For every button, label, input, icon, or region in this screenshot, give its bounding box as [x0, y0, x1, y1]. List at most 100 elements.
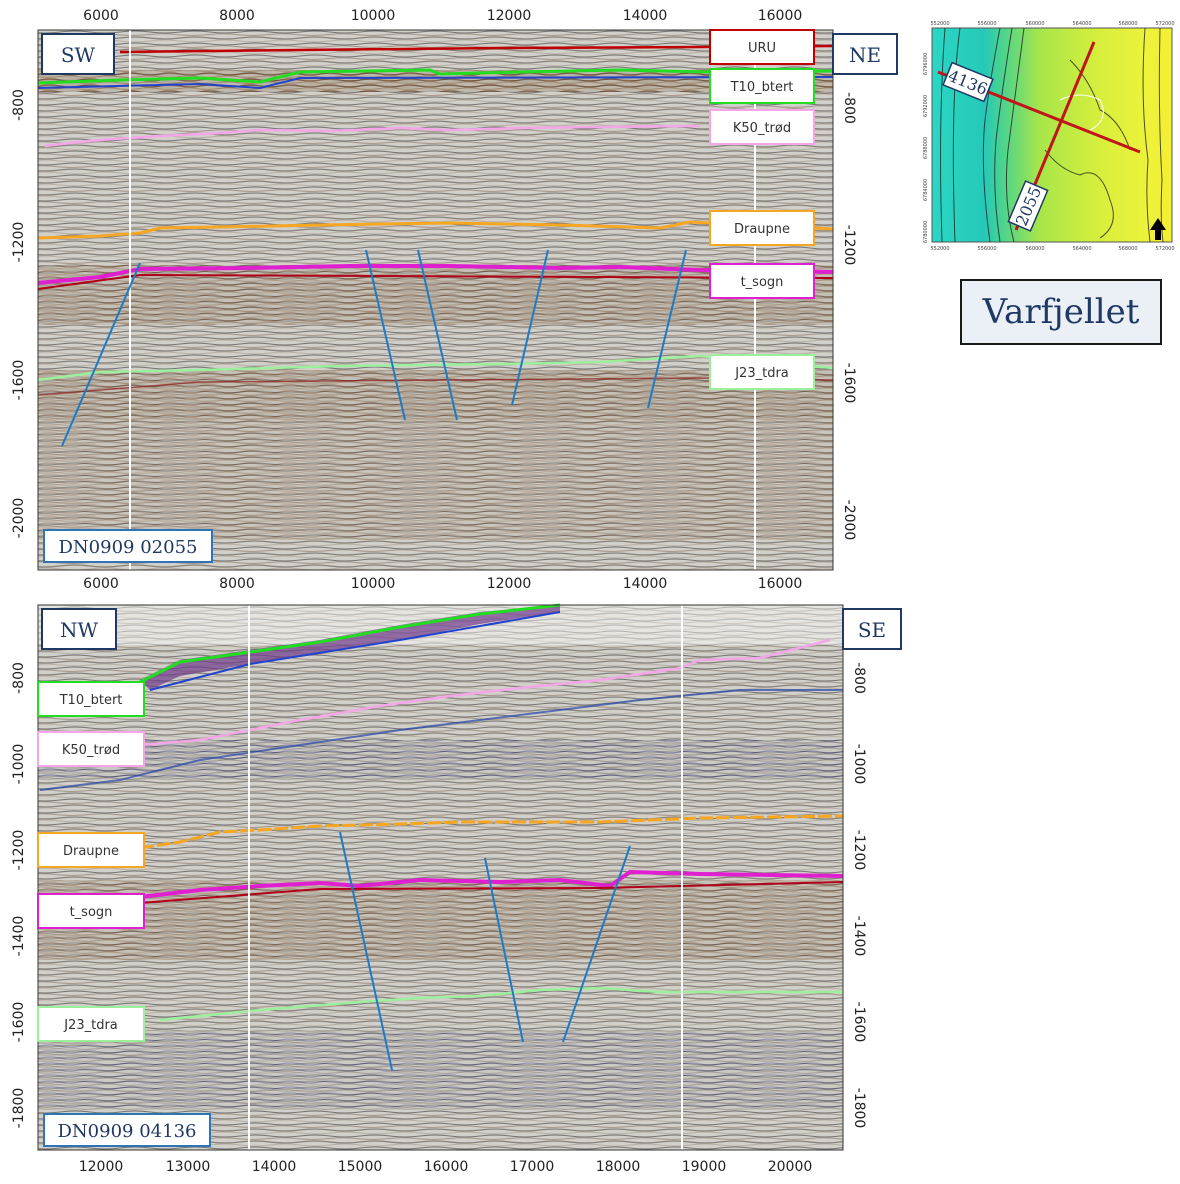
- horizon-label-uru: URU: [748, 41, 776, 56]
- tick-label: -1600: [851, 1002, 867, 1043]
- location-map: 4136 2055 552000 556000 560000 564000 56…: [918, 18, 1180, 254]
- svg-text:6792000: 6792000: [923, 95, 929, 117]
- svg-text:552000: 552000: [930, 21, 949, 27]
- horizon-label-tsogn: t_sogn: [741, 275, 784, 290]
- direction-label-sw: SW: [61, 43, 96, 67]
- svg-text:552000: 552000: [930, 246, 949, 252]
- tick-label: 10000: [351, 8, 396, 24]
- horizon-label-t10: T10_btert: [59, 693, 123, 708]
- tick-label: -2000: [841, 500, 857, 541]
- tick-label: 19000: [682, 1159, 727, 1175]
- horizon-label-j23: J23_tdra: [63, 1018, 118, 1033]
- field-title-box: Varfjellet: [960, 279, 1162, 345]
- horizon-t10-bottom: [139, 603, 561, 684]
- tick-label: 16000: [424, 1159, 469, 1175]
- tick-label: 6000: [83, 8, 119, 24]
- field-title: Varfjellet: [982, 292, 1140, 332]
- tick-label: -800: [841, 92, 857, 124]
- svg-text:560000: 560000: [1025, 21, 1044, 27]
- tick-label: 12000: [79, 1159, 124, 1175]
- svg-text:6784000: 6784000: [923, 179, 929, 201]
- tick-label: -1200: [11, 222, 27, 263]
- tick-label: -1200: [851, 830, 867, 871]
- y-axis-right-panel-top: -800 -1200 -1600 -2000: [841, 92, 857, 540]
- tick-label: -1800: [851, 1088, 867, 1129]
- horizon-legend-bottom: T10_btert K50_trød Draupne t_sogn J23_td…: [37, 681, 145, 1042]
- tick-label: -1600: [11, 360, 27, 401]
- line-id-box-top: [43, 529, 213, 563]
- svg-text:6788000: 6788000: [923, 137, 929, 159]
- x-axis-bottom-panel-bottom: 12000 13000 14000 15000 16000 17000 1800…: [79, 1159, 813, 1175]
- map-y-ticks: 6780000 6784000 6788000 6792000 6796000: [923, 53, 929, 243]
- seismic-panel-top: [37, 29, 834, 571]
- horizon-j23-bottom: [159, 986, 843, 1022]
- tick-label: 13000: [166, 1159, 211, 1175]
- horizon-k50-top: [44, 124, 701, 148]
- horizon-draupne-top: [37, 220, 834, 240]
- line-id-bottom: DN0909 04136: [58, 1121, 197, 1142]
- tick-label: -1800: [11, 1088, 27, 1129]
- tick-label: -1600: [841, 363, 857, 404]
- map-x-ticks-bottom: 552000 556000 560000 564000 568000 57200…: [930, 246, 1174, 252]
- direction-box-right: [842, 608, 902, 650]
- svg-text:6780000: 6780000: [923, 221, 929, 243]
- horizon-t10-top: [37, 68, 834, 85]
- tick-label: 10000: [351, 576, 396, 592]
- tick-label: -1400: [11, 916, 27, 957]
- svg-text:6796000: 6796000: [923, 53, 929, 75]
- tick-label: -2000: [11, 498, 27, 539]
- tick-label: -1600: [11, 1002, 27, 1043]
- x-axis-bottom-panel-top: 6000 8000 10000 12000 14000 16000: [83, 576, 802, 592]
- fault-lines: [61, 249, 687, 447]
- tick-label: 16000: [758, 576, 803, 592]
- tick-label: 8000: [219, 576, 255, 592]
- line-id-top: DN0909 02055: [59, 537, 198, 558]
- fault-lines: [339, 831, 631, 1071]
- svg-text:560000: 560000: [1025, 246, 1044, 252]
- tick-label: -800: [11, 662, 27, 694]
- tick-label: -1000: [11, 744, 27, 785]
- tick-label: -1000: [851, 744, 867, 785]
- map-x-ticks: 552000 556000 560000 564000 568000 57200…: [930, 21, 1174, 27]
- tick-label: 17000: [510, 1159, 555, 1175]
- tick-label: 18000: [596, 1159, 641, 1175]
- line-id-box-bottom: [43, 1113, 211, 1147]
- direction-label-ne: NE: [849, 43, 881, 67]
- tick-label: 14000: [623, 576, 668, 592]
- tick-label: 14000: [252, 1159, 297, 1175]
- tick-label: 16000: [758, 8, 803, 24]
- tick-label: -1200: [11, 830, 27, 871]
- direction-box-right: [832, 33, 898, 75]
- north-arrow-icon: [1150, 218, 1166, 240]
- direction-label-se: SE: [858, 618, 886, 642]
- y-axis-left-panel-bottom: -800 -1000 -1200 -1400 -1600 -1800: [11, 662, 27, 1128]
- svg-text:556000: 556000: [977, 21, 996, 27]
- svg-text:556000: 556000: [977, 246, 996, 252]
- direction-box-left: [41, 33, 115, 75]
- seismic-panel-bottom: [37, 603, 844, 1151]
- svg-text:568000: 568000: [1118, 246, 1137, 252]
- tick-label: -800: [11, 89, 27, 121]
- horizon-label-j23: J23_tdra: [734, 366, 789, 381]
- tick-label: -1400: [851, 916, 867, 957]
- svg-text:564000: 564000: [1072, 21, 1091, 27]
- tick-label: 8000: [219, 8, 255, 24]
- horizon-draupne-bottom: [139, 814, 844, 850]
- horizon-label-k50: K50_trød: [62, 743, 120, 758]
- tick-label: 15000: [338, 1159, 383, 1175]
- svg-text:568000: 568000: [1118, 21, 1137, 27]
- horizon-label-k50: K50_trød: [733, 121, 791, 136]
- direction-box-left: [41, 608, 117, 650]
- tick-label: 6000: [83, 576, 119, 592]
- tick-label: 20000: [768, 1159, 813, 1175]
- x-axis-top-panel-top: 6000 8000 10000 12000 14000 16000: [83, 8, 802, 24]
- horizon-tsogn-top: [37, 264, 834, 285]
- svg-text:572000: 572000: [1155, 21, 1174, 27]
- y-axis-left-panel-top: -800 -1200 -1600 -2000: [11, 89, 27, 538]
- svg-text:564000: 564000: [1072, 246, 1091, 252]
- tick-label: -800: [851, 662, 867, 694]
- tick-label: -1200: [841, 225, 857, 266]
- direction-label-nw: NW: [60, 618, 99, 642]
- horizon-legend-top: URU T10_btert K50_trød Draupne t_sogn J2…: [709, 29, 815, 390]
- horizon-label-draupne: Draupne: [63, 844, 119, 859]
